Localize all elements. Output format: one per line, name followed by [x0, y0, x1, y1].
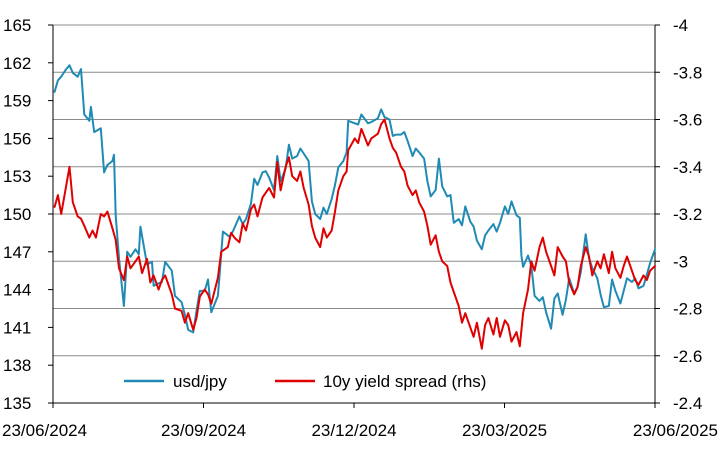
right-tick-label-4: -3.2	[673, 205, 702, 224]
left-tick-label-5: 150	[3, 205, 31, 224]
left-tick-label-0: 135	[3, 394, 31, 413]
tick-labels: 135 138 141 144 147 150 153 156 159 162 165 -4 -3.8 -…	[2, 16, 718, 440]
right-tick-label-2: -3.6	[673, 111, 702, 130]
series-lines	[53, 64, 656, 350]
right-tick-label-6: -2.8	[673, 300, 702, 319]
legend-label-1: 10y yield spread (rhs)	[323, 372, 486, 391]
x-tick-label-2: 23/12/2024	[311, 421, 396, 440]
series-line-yield-spread	[53, 118, 656, 350]
left-tick-label-1: 138	[3, 356, 31, 375]
right-tick-label-8: -2.4	[673, 394, 702, 413]
right-tick-label-1: -3.8	[673, 63, 702, 82]
x-tick-label-4: 23/06/2025	[633, 421, 718, 440]
axes	[48, 24, 660, 408]
right-tick-label-3: -3.4	[673, 158, 702, 177]
left-tick-label-2: 141	[3, 318, 31, 337]
left-tick-label-10: 165	[3, 16, 31, 35]
right-tick-label-5: -3	[673, 252, 688, 271]
x-tick-label-1: 23/09/2024	[161, 421, 246, 440]
right-tick-label-0: -4	[673, 16, 688, 35]
legend: usd/jpy 10y yield spread (rhs)	[124, 372, 486, 391]
x-tick-label-0: 23/06/2024	[2, 421, 87, 440]
gridlines	[53, 24, 655, 357]
left-tick-label-6: 153	[3, 167, 31, 186]
left-tick-label-8: 159	[3, 92, 31, 111]
left-tick-label-7: 156	[3, 129, 31, 148]
left-tick-label-3: 144	[3, 281, 31, 300]
left-tick-label-4: 147	[3, 243, 31, 262]
legend-label-0: usd/jpy	[173, 372, 227, 391]
x-tick-label-3: 23/03/2025	[462, 421, 547, 440]
series-line-usd-jpy	[53, 64, 656, 334]
left-tick-label-9: 162	[3, 54, 31, 73]
right-tick-label-7: -2.6	[673, 347, 702, 366]
